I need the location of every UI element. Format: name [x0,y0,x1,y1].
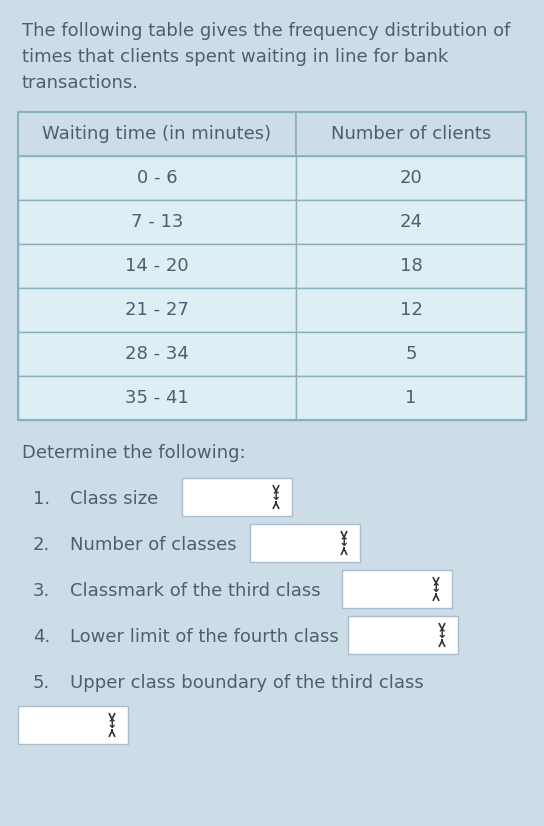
Text: 5: 5 [405,345,417,363]
Text: times that clients spent waiting in line for bank: times that clients spent waiting in line… [22,48,448,66]
Bar [18,112,296,156]
Bar [18,288,296,332]
Text: ↕: ↕ [271,491,281,504]
Bar [296,332,526,376]
Text: 24: 24 [399,213,423,231]
Bar [18,156,296,200]
Text: 12: 12 [399,301,423,319]
Text: 2.: 2. [33,536,50,554]
Text: 14 - 20: 14 - 20 [125,257,189,275]
Text: 3.: 3. [33,582,50,600]
Text: Class size: Class size [70,490,158,508]
Bar [296,112,526,156]
Bar [18,112,526,420]
Text: The following table gives the frequency distribution of: The following table gives the frequency … [22,22,510,40]
Text: 21 - 27: 21 - 27 [125,301,189,319]
Bar [348,616,458,654]
Text: Upper class boundary of the third class: Upper class boundary of the third class [70,674,424,692]
Text: 0 - 6: 0 - 6 [137,169,177,187]
Text: ↕: ↕ [107,719,118,732]
Bar [296,244,526,288]
Bar [18,244,296,288]
Text: Determine the following:: Determine the following: [22,444,246,462]
Text: 35 - 41: 35 - 41 [125,389,189,407]
Text: 1: 1 [405,389,417,407]
Bar [250,524,360,562]
Bar [18,376,296,420]
Text: 1.: 1. [33,490,50,508]
Text: ↕: ↕ [431,582,441,596]
Text: Number of classes: Number of classes [70,536,237,554]
Text: Waiting time (in minutes): Waiting time (in minutes) [42,125,271,143]
Bar [296,288,526,332]
Text: 20: 20 [400,169,422,187]
Text: ↕: ↕ [339,537,349,549]
Bar [18,200,296,244]
Text: 4.: 4. [33,628,50,646]
Bar [18,332,296,376]
Bar [296,376,526,420]
Bar [296,200,526,244]
Text: 18: 18 [400,257,422,275]
Text: Classmark of the third class: Classmark of the third class [70,582,320,600]
Bar [18,706,128,744]
Text: 5.: 5. [33,674,50,692]
Text: 7 - 13: 7 - 13 [131,213,183,231]
Bar [342,570,452,608]
Bar [182,478,292,516]
Bar [296,156,526,200]
Text: Number of clients: Number of clients [331,125,491,143]
Text: transactions.: transactions. [22,74,139,92]
Text: 28 - 34: 28 - 34 [125,345,189,363]
Text: Lower limit of the fourth class: Lower limit of the fourth class [70,628,339,646]
Text: ↕: ↕ [437,629,447,642]
